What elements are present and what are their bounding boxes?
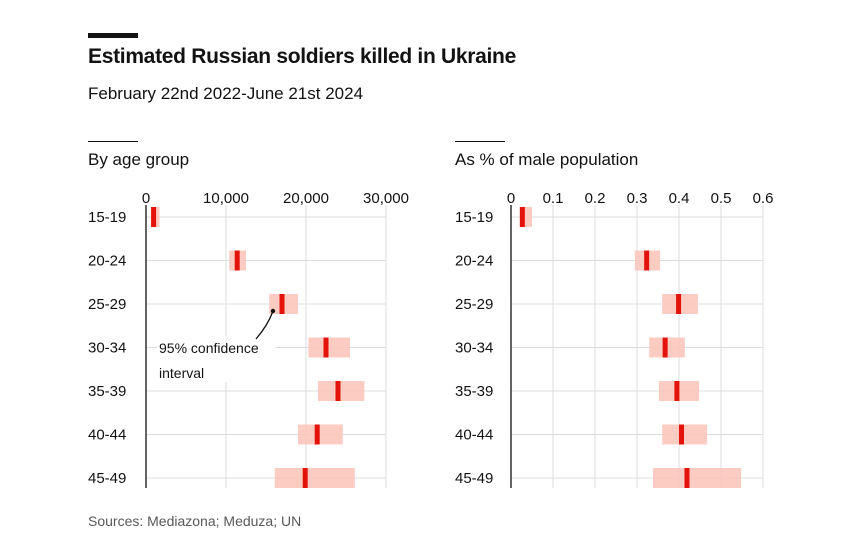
y-category-label: 20-24: [455, 253, 493, 270]
y-category-label: 40-44: [88, 427, 126, 444]
estimate-marker: [519, 207, 525, 227]
annotation-mask: [157, 336, 275, 382]
y-category-label: 30-34: [88, 340, 126, 357]
y-category-label: 20-24: [88, 253, 126, 270]
y-category-label: 45-49: [88, 470, 126, 487]
confidence-interval-band: [652, 468, 742, 488]
estimate-marker: [644, 250, 650, 271]
source-note: Sources: Mediazona; Meduza; UN: [88, 513, 302, 529]
confidence-interval-band: [662, 424, 708, 445]
x-tick-label: 0: [507, 190, 515, 207]
y-category-label: 35-39: [455, 383, 493, 400]
x-tick-label: 0.4: [669, 190, 690, 207]
left-chart: 0 10,000 20,000 30,000 15-19 20-24 25-29 30-34 3…: [88, 190, 409, 488]
estimate-marker: [279, 294, 285, 314]
confidence-interval-band: [318, 381, 365, 401]
y-category-label: 30-34: [455, 340, 493, 357]
y-category-label: 40-44: [455, 427, 493, 444]
x-tick-label: 0.1: [543, 190, 564, 207]
annotation-dot: [270, 308, 276, 314]
y-category-label: 25-29: [88, 296, 126, 313]
confidence-interval-band: [308, 337, 350, 358]
panel-left-rule: [88, 141, 138, 142]
header-accent-bar: [88, 33, 138, 38]
estimate-marker: [314, 424, 320, 445]
x-tick-label: 0: [142, 190, 150, 207]
y-category-label: 35-39: [88, 383, 126, 400]
y-category-label: 15-19: [455, 209, 493, 226]
estimate-marker: [676, 294, 682, 314]
y-category-label: 15-19: [88, 209, 126, 226]
estimate-marker: [674, 381, 680, 401]
estimate-marker: [302, 468, 308, 488]
annotation-arrow: [255, 310, 274, 340]
confidence-interval-band: [274, 468, 355, 488]
x-tick-label: 10,000: [203, 190, 249, 207]
estimate-marker: [684, 468, 690, 488]
annotation-text: interval: [159, 365, 204, 381]
estimate-marker: [323, 337, 329, 358]
right-chart: 0 0.1 0.2 0.3 0.4 0.5 0.6 15-19 20-24 25-29 30-34 3…: [455, 190, 773, 488]
estimate-marker: [662, 337, 668, 358]
x-tick-label: 30,000: [363, 190, 409, 207]
chart-title: Estimated Russian soldiers killed in Ukr…: [88, 45, 516, 68]
estimate-marker: [679, 424, 685, 445]
annotation-text: 95% confidence: [159, 340, 259, 356]
panel-left-title: By age group: [88, 150, 190, 169]
x-tick-label: 0.5: [711, 190, 732, 207]
estimate-marker: [151, 207, 157, 227]
x-tick-label: 0.6: [753, 190, 774, 207]
panel-right-rule: [455, 141, 505, 142]
panel-right-title: As % of male population: [455, 150, 639, 169]
chart-subtitle: February 22nd 2022-June 21st 2024: [88, 84, 364, 103]
confidence-interval-band: [298, 424, 343, 445]
x-tick-label: 20,000: [283, 190, 329, 207]
y-category-label: 25-29: [455, 296, 493, 313]
y-category-label: 45-49: [455, 470, 493, 487]
estimate-marker: [335, 381, 341, 401]
x-tick-label: 0.2: [585, 190, 606, 207]
estimate-marker: [234, 250, 240, 271]
x-tick-label: 0.3: [627, 190, 648, 207]
